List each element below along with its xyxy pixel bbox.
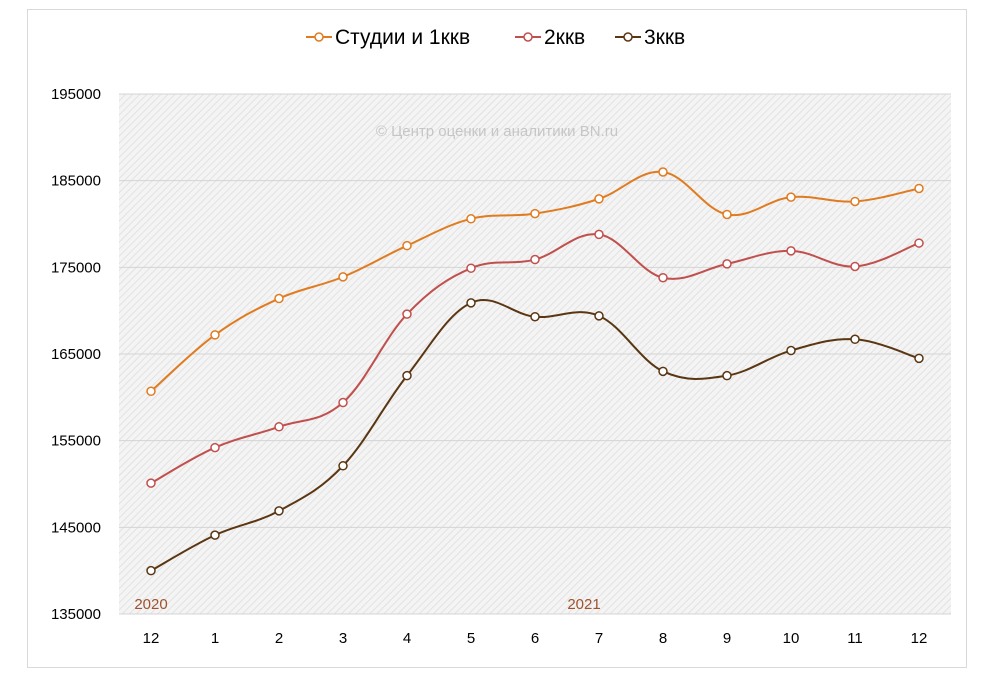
x-tick-label: 3 xyxy=(339,630,347,647)
y-tick-label: 185000 xyxy=(51,173,101,190)
data-point xyxy=(466,263,476,273)
data-point xyxy=(210,330,220,340)
gridlines xyxy=(119,93,951,615)
x-tick-label: 9 xyxy=(723,630,731,647)
x-tick-label: 8 xyxy=(659,630,667,647)
data-point xyxy=(146,386,156,397)
data-point xyxy=(274,422,284,432)
series-1 xyxy=(146,167,924,397)
legend-marker xyxy=(523,32,533,42)
data-point xyxy=(850,334,860,345)
legend-item: 3ккв xyxy=(615,26,685,49)
x-tick-label: 12 xyxy=(911,630,928,647)
legend-marker xyxy=(623,32,633,42)
legend-item: 2ккв xyxy=(515,26,585,49)
data-point xyxy=(338,272,348,282)
data-point xyxy=(530,311,540,322)
data-point xyxy=(466,298,476,308)
data-point xyxy=(786,192,796,202)
year-labels: 2020 2021 xyxy=(134,596,600,613)
x-tick-label: 11 xyxy=(847,630,863,647)
legend-label: Студии и 1ккв xyxy=(335,26,470,49)
legend-marker xyxy=(314,32,324,42)
y-axis: 135000 145000 155000 165000 175000 185000 1950… xyxy=(51,86,101,623)
data-point xyxy=(850,261,860,272)
x-tick-label: 12 xyxy=(143,630,160,647)
series-3 xyxy=(146,298,924,576)
data-point xyxy=(402,309,412,319)
data-point xyxy=(146,478,156,488)
data-point xyxy=(402,240,412,251)
data-point xyxy=(786,345,796,356)
data-point xyxy=(210,442,220,453)
y-tick-label: 175000 xyxy=(51,259,101,276)
legend-label: 2ккв xyxy=(544,26,585,49)
series-lines xyxy=(146,167,924,576)
x-tick-label: 10 xyxy=(783,630,800,647)
x-tick-label: 5 xyxy=(467,630,475,647)
y-tick-label: 165000 xyxy=(51,346,101,363)
data-point xyxy=(914,238,924,248)
x-tick-label: 2 xyxy=(275,630,283,647)
data-point xyxy=(914,183,924,194)
data-point xyxy=(402,370,412,381)
legend-item: Студии и 1ккв xyxy=(306,26,470,49)
data-point xyxy=(274,293,284,304)
data-point xyxy=(530,208,540,219)
year-label: 2020 xyxy=(134,596,167,613)
watermark-text: © Центр оценки и аналитики BN.ru xyxy=(376,123,618,140)
x-axis: 12 1 2 3 4 5 6 7 8 9 10 11 12 xyxy=(143,630,928,647)
data-point xyxy=(594,194,604,204)
data-point xyxy=(850,196,860,207)
y-tick-label: 135000 xyxy=(51,606,101,623)
data-point xyxy=(658,366,668,377)
data-point xyxy=(146,565,156,576)
y-tick-label: 145000 xyxy=(51,519,101,536)
data-point xyxy=(722,370,732,381)
data-point xyxy=(914,353,924,364)
y-tick-label: 195000 xyxy=(51,86,101,103)
data-point xyxy=(722,209,732,220)
data-point xyxy=(594,311,604,321)
data-point xyxy=(594,229,604,240)
y-tick-label: 155000 xyxy=(51,433,101,450)
data-point xyxy=(210,530,220,540)
data-point xyxy=(338,397,348,408)
x-tick-label: 1 xyxy=(211,630,219,647)
data-point xyxy=(466,214,476,224)
data-point xyxy=(722,259,732,269)
legend: Студии и 1ккв 2ккв 3ккв xyxy=(306,26,685,49)
data-point xyxy=(274,506,284,516)
data-point xyxy=(658,272,668,283)
x-tick-label: 6 xyxy=(531,630,539,647)
legend-label: 3ккв xyxy=(644,26,685,49)
series-2 xyxy=(146,229,924,488)
data-point xyxy=(658,167,668,177)
x-tick-label: 7 xyxy=(595,630,603,647)
data-point xyxy=(530,254,540,265)
data-point xyxy=(786,246,796,256)
year-label: 2021 xyxy=(567,596,600,613)
x-tick-label: 4 xyxy=(403,630,411,647)
data-point xyxy=(338,461,348,471)
